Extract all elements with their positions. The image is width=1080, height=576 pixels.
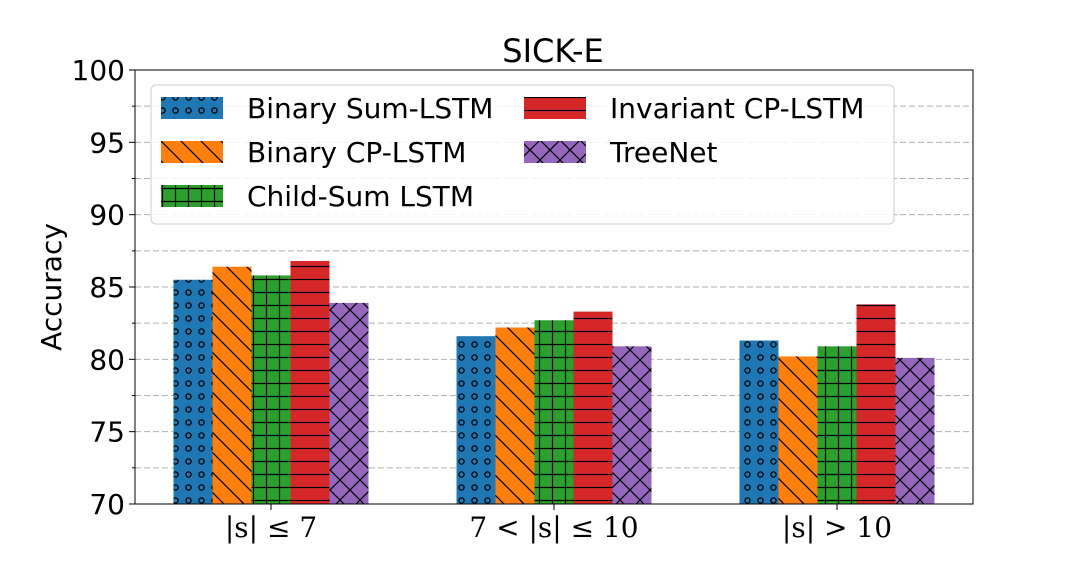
bar-child-sum-lstm-0 <box>251 275 291 504</box>
legend-label: TreeNet <box>609 136 718 169</box>
legend-swatch <box>161 185 223 207</box>
bar-treenet-2 <box>895 357 935 504</box>
bar-child-sum-lstm-2 <box>817 346 857 504</box>
legend-swatch <box>161 141 223 163</box>
legend-label: Child-Sum LSTM <box>247 180 474 213</box>
bar-child-sum-lstm-1 <box>534 320 574 504</box>
legend-swatch <box>524 141 586 163</box>
x-tick-label: 7 < |s| ≤ 10 <box>469 511 638 544</box>
y-axis-ticks: 70 75 80 85 90 95 100 <box>72 54 135 521</box>
x-tick-label: |s| ≤ 7 <box>225 511 317 544</box>
x-tick-label: |s| > 10 <box>782 511 892 544</box>
bar-binary-sum-lstm-1 <box>456 336 496 504</box>
x-axis-ticks: |s| ≤ 7 7 < |s| ≤ 10 |s| > 10 <box>225 504 892 544</box>
bar-invariant-cp-lstm-0 <box>290 260 330 504</box>
bar-binary-cp-lstm-1 <box>495 327 535 504</box>
y-tick-label: 100 <box>72 54 125 87</box>
bar-binary-sum-lstm-0 <box>173 279 213 504</box>
legend-frame <box>150 84 895 225</box>
bars-group <box>173 260 935 504</box>
y-tick-label: 90 <box>89 199 125 232</box>
bar-invariant-cp-lstm-2 <box>856 304 896 504</box>
chart-title: SICK-E <box>502 32 603 70</box>
legend-label: Invariant CP-LSTM <box>610 92 864 125</box>
y-axis-label: Accuracy <box>35 223 68 351</box>
bar-binary-sum-lstm-2 <box>739 340 779 504</box>
legend-label: Binary CP-LSTM <box>247 136 466 169</box>
legend: Binary Sum-LSTM Binary CP-LSTM Child-Sum L… <box>150 84 895 225</box>
bar-invariant-cp-lstm-1 <box>573 311 613 504</box>
bar-treenet-0 <box>329 302 369 504</box>
legend-swatch <box>524 97 586 119</box>
y-tick-label: 85 <box>89 271 125 304</box>
y-tick-label: 75 <box>89 416 125 449</box>
y-tick-label: 95 <box>89 126 125 159</box>
y-tick-label: 70 <box>89 488 125 521</box>
bar-binary-cp-lstm-0 <box>212 266 252 504</box>
legend-label: Binary Sum-LSTM <box>247 92 493 125</box>
y-tick-label: 80 <box>89 343 125 376</box>
bar-treenet-1 <box>612 346 652 504</box>
bar-binary-cp-lstm-2 <box>778 356 818 504</box>
legend-swatch <box>161 97 223 119</box>
